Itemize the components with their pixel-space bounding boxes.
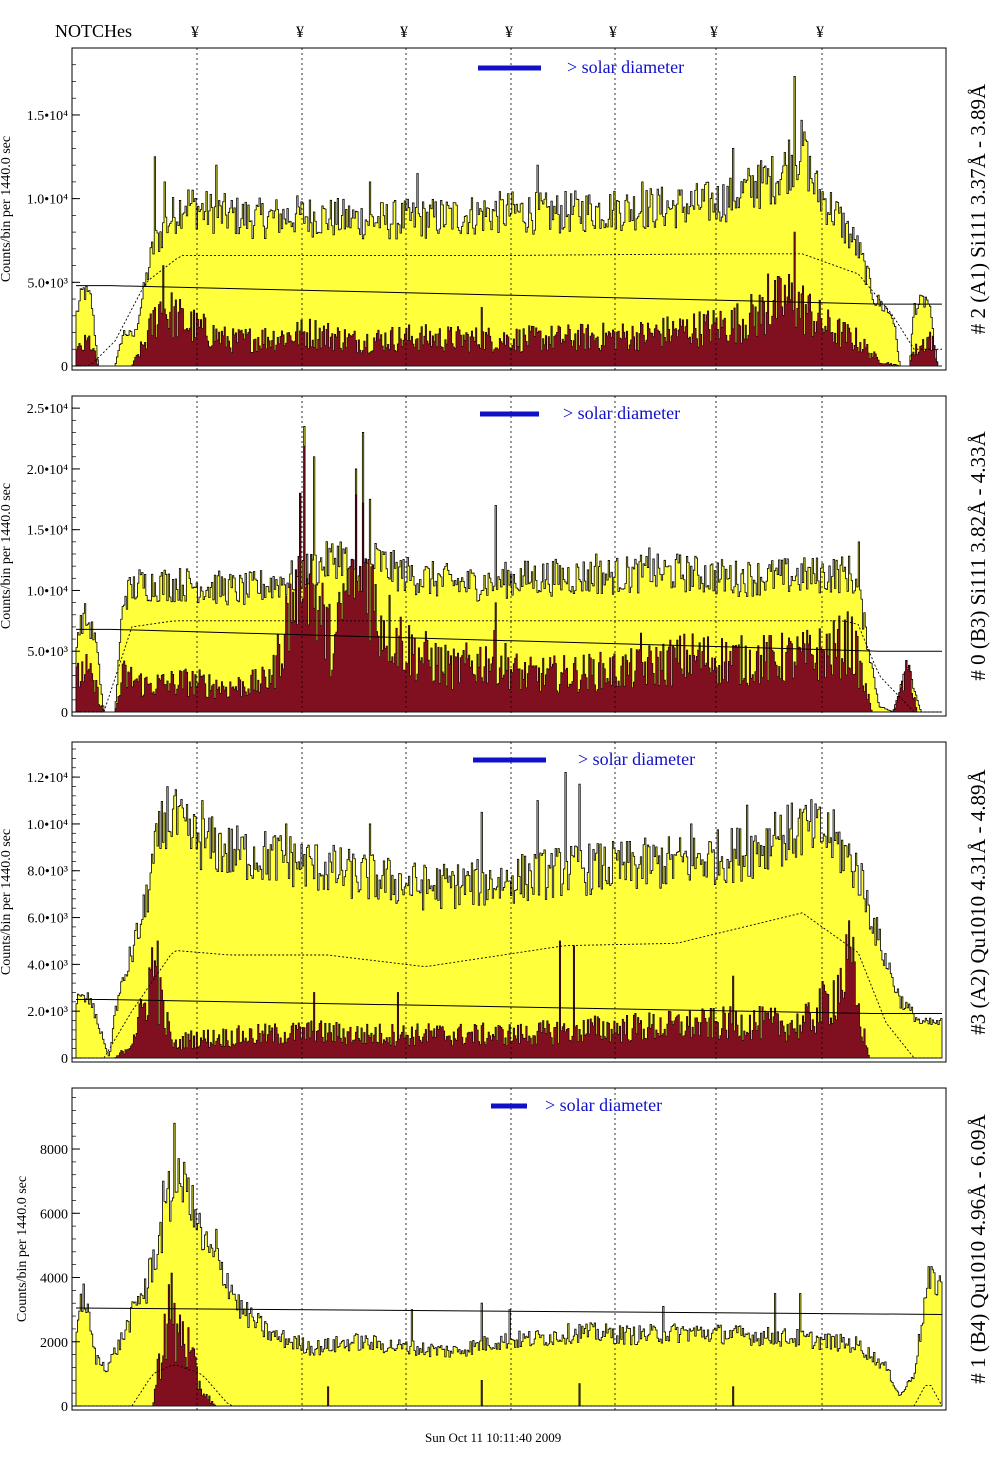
y-tick-label: 2000 (40, 1336, 68, 1351)
y-tick-label: 2.0•10⁴ (27, 463, 68, 478)
y-tick-label: 0 (61, 1400, 68, 1415)
secondary-histogram (75, 445, 942, 713)
y-axis-label: Counts/bin per 1440.0 sec (0, 829, 14, 975)
y-tick-label: 0 (61, 706, 68, 721)
notch-mark-2: ¥ (296, 24, 304, 41)
y-tick-label: 4000 (40, 1272, 68, 1287)
notch-markers: ¥ ¥ ¥ ¥ ¥ ¥ ¥ (191, 24, 824, 41)
legend-label: > solar diameter (578, 749, 695, 769)
panel-right-label: # 1 (B4) Qu1010 4.96Å - 6.09Å (966, 1113, 990, 1383)
y-tick-label: 6000 (40, 1207, 68, 1222)
legend-label: > solar diameter (567, 57, 684, 77)
y-tick-label: 2.5•10⁴ (27, 402, 68, 417)
y-tick-label: 1.0•10⁴ (27, 818, 68, 833)
panel-right-label: #3 (A2) Qu1010 4.31Å - 4.89Å (966, 768, 990, 1034)
notch-mark-1: ¥ (191, 24, 199, 41)
y-tick-label: 1.5•10⁴ (27, 109, 68, 124)
notches-label: NOTCHes (55, 21, 132, 41)
y-tick-label: 1.2•10⁴ (27, 771, 68, 786)
spectrum-panels: 0 5.0•10³ 1.0•10⁴ 1.5•10⁴ Counts/bin per 144… (0, 47, 990, 1415)
panel-2: 0 5.0•10³ 1.0•10⁴ 1.5•10⁴ 2.0•10⁴ 2.5•10⁴ Coun… (0, 395, 990, 721)
notch-mark-3: ¥ (400, 24, 408, 41)
panel-right-label: # 0 (B3) Si111 3.82Å - 4.33Å (966, 431, 990, 681)
y-tick-label: 5.0•10³ (27, 645, 68, 660)
secondary-histogram (76, 920, 942, 1059)
y-tick-label: 4.0•10³ (27, 958, 68, 973)
y-axis-label: Counts/bin per 1440.0 sec (0, 483, 14, 629)
panel-1: 0 5.0•10³ 1.0•10⁴ 1.5•10⁴ Counts/bin per 144… (0, 47, 990, 375)
y-tick-label: 2.0•10³ (27, 1005, 68, 1020)
total-histogram (75, 1122, 943, 1407)
notch-mark-4: ¥ (505, 24, 513, 41)
baseline-line (76, 628, 942, 652)
secondary-histogram (75, 231, 942, 367)
y-axis-label: Counts/bin per 1440.0 sec (0, 136, 14, 282)
total-histogram (75, 76, 942, 367)
smooth-curve (76, 912, 942, 1059)
y-tick-label: 5.0•10³ (27, 276, 68, 291)
panel-3: 0 2.0•10³ 4.0•10³ 6.0•10³ 8.0•10³ 1.0•10⁴ 1.2•… (0, 741, 990, 1067)
legend-label: > solar diameter (563, 403, 680, 423)
notch-mark-5: ¥ (609, 24, 617, 41)
baseline-line (76, 285, 942, 305)
total-histogram (75, 772, 943, 1059)
y-tick-label: 6.0•10³ (27, 912, 68, 927)
footer-timestamp: Sun Oct 11 10:11:40 2009 (425, 1430, 561, 1445)
y-tick-label: 1.0•10⁴ (27, 193, 68, 208)
y-tick-label: 0 (61, 360, 68, 375)
baseline-line (75, 1307, 943, 1315)
y-tick-label: 8.0•10³ (27, 865, 68, 880)
notch-mark-7: ¥ (816, 24, 824, 41)
y-tick-label: 1.5•10⁴ (27, 524, 68, 539)
y-tick-label: 0 (61, 1052, 68, 1067)
y-axis-label: Counts/bin per 1440.0 sec (15, 1176, 30, 1322)
legend-label: > solar diameter (545, 1095, 662, 1115)
baseline-line (76, 998, 942, 1015)
panel-4: 0 2000 4000 6000 8000 Counts/bin per 1440.0 s… (15, 1087, 990, 1415)
y-tick-label: 1.0•10⁴ (27, 584, 68, 599)
panel-right-label: # 2 (A1) Si111 3.37Å - 3.89Å (966, 83, 990, 334)
notch-mark-6: ¥ (710, 24, 718, 41)
y-tick-label: 8000 (40, 1143, 68, 1158)
